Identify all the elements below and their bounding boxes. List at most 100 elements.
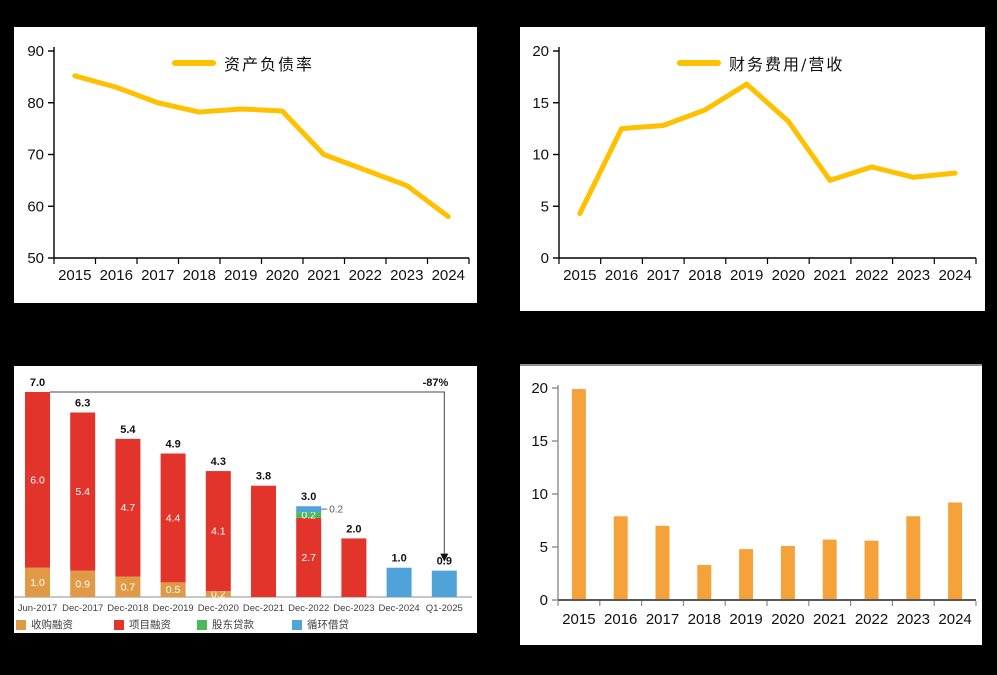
bar (697, 565, 712, 600)
dividend-bar-chart: 0 5 10 15 20 2015 2016 2017 2018 2019 2020 2021 2022… (531, 380, 977, 628)
x-tick-label: Dec-2019 (152, 603, 193, 614)
legend-label: 股东贷款 (212, 619, 254, 631)
bar (739, 549, 754, 600)
panel-financing-structure-chart: 1.0 6.0 7.0 Jun-2017 0.9 5.4 6.3 Dec-2017 0.7 4.7… (14, 366, 477, 633)
financing-structure-bar-chart: 1.0 6.0 7.0 Jun-2017 0.9 5.4 6.3 Dec-2017 0.7 4.7… (14, 377, 472, 614)
y-tick-label: 5 (541, 198, 549, 215)
x-tick-label: 2022 (349, 267, 382, 284)
total-label: 5.4 (120, 424, 136, 436)
x-tick-label: 2017 (141, 267, 174, 284)
financing-structure-legend: 收购融资 项目融资 股东贷款 循环借贷 (14, 617, 477, 633)
y-tick-label: 20 (531, 380, 548, 397)
bar (948, 502, 963, 600)
x-tick-label: 2024 (938, 611, 971, 628)
y-tick-label: 90 (27, 43, 44, 60)
x-tick-label: 2024 (938, 267, 971, 284)
bar-segment (70, 570, 96, 597)
x-tick-label: 2020 (771, 611, 804, 628)
outside-label: 0.2 (329, 505, 343, 516)
total-label: 3.8 (256, 471, 271, 483)
x-tick-label: 2018 (688, 611, 721, 628)
legend-item-revolving-credit: 循环借贷 (292, 617, 349, 632)
y-tick-label: 80 (27, 95, 44, 112)
y-tick-label: 0 (540, 592, 548, 609)
x-tick-label: 2019 (224, 267, 257, 284)
segment-label: 4.1 (211, 526, 226, 538)
segment-label: 4.7 (121, 502, 136, 514)
legend-item-acquisition-financing: 收购融资 (16, 617, 73, 632)
total-label: 4.3 (211, 456, 226, 468)
x-tick-label: Dec-2018 (107, 603, 148, 614)
x-tick-label: Dec-2017 (62, 603, 103, 614)
segment-label: 0.5 (166, 584, 181, 596)
legend-swatch (197, 619, 207, 630)
data-line (577, 81, 958, 216)
debt-ratio-line-chart: 50 60 70 80 90 2015 2016 2017 2018 2019 2020 2021 20… (27, 43, 470, 284)
x-tick-label: Dec-2023 (333, 603, 374, 614)
x-tick-label: 2016 (100, 267, 133, 284)
bar-segment (160, 453, 186, 583)
segment-label: 0.9 (75, 578, 90, 590)
legend-swatch (292, 619, 302, 630)
legend-finance-expense: 财务费用/营收 (677, 51, 844, 75)
legend-item-project-financing: 项目融资 (114, 617, 171, 632)
x-tick-label: 2023 (897, 611, 930, 628)
x-tick-label: 2022 (855, 611, 888, 628)
legend-swatch (114, 619, 124, 630)
x-tick-label: Dec-2022 (288, 603, 329, 614)
x-tick-label: 2019 (730, 267, 763, 284)
y-tick-label: 10 (532, 147, 549, 164)
total-label: 4.9 (165, 439, 180, 451)
bar (613, 516, 628, 600)
x-tick-label: 2017 (647, 267, 680, 284)
x-tick-label: 2021 (813, 267, 846, 284)
bar-segment (296, 512, 322, 518)
annotation-label: -87% (423, 377, 449, 389)
bar-segment (341, 538, 367, 597)
x-tick-label: Dec-2024 (378, 603, 419, 614)
bar-segment (25, 567, 50, 597)
x-tick-label: Jun-2017 (18, 603, 58, 614)
legend-label: 项目融资 (129, 619, 171, 631)
y-tick-label: 60 (27, 198, 44, 215)
panel-debt-ratio-chart: 资产负债率 50 60 70 80 90 2015 2016 2017 2018 2019 2020… (14, 27, 477, 303)
x-tick-label: 2020 (266, 267, 299, 284)
total-label: 1.0 (391, 553, 406, 565)
x-tick-label: Dec-2020 (198, 603, 239, 614)
y-tick-label: 15 (531, 433, 548, 450)
x-tick-label: 2016 (604, 611, 637, 628)
legend-debt-ratio: 资产负债率 (172, 51, 314, 75)
y-tick-label: 10 (531, 486, 548, 503)
x-tick-label: 2017 (646, 611, 679, 628)
baseline (14, 596, 472, 598)
bar (780, 545, 795, 600)
bar-segment (205, 591, 231, 597)
x-tick-label: 2015 (563, 267, 596, 284)
x-tick-label: 2019 (729, 611, 762, 628)
x-tick-label: 2021 (813, 611, 846, 628)
y-tick-label: 70 (27, 147, 44, 164)
bar-segment (115, 576, 141, 597)
data-line (72, 73, 451, 220)
annotation-line (50, 391, 445, 554)
panel-dividend-chart: 0 5 10 15 20 2015 2016 2017 2018 2019 2020 2021 2022… (520, 364, 982, 645)
bar-segment (115, 438, 141, 577)
x-tick-label: 2018 (688, 267, 721, 284)
bar-segment (205, 471, 231, 592)
x-tick-label: 2024 (432, 267, 465, 284)
bar (864, 540, 879, 600)
y-tick-label: 0 (541, 250, 549, 267)
total-label: 3.0 (301, 491, 316, 503)
bar-segment (296, 517, 322, 597)
legend-label: 财务费用/营收 (729, 55, 845, 74)
x-tick-label: 2023 (897, 267, 930, 284)
finance-expense-line-chart: 0 5 10 15 20 2015 2016 2017 2018 2019 2020 2021 2022… (532, 43, 977, 284)
bar-segment (251, 485, 276, 597)
legend-item-shareholder-loan: 股东贷款 (197, 617, 254, 632)
bar (906, 516, 921, 600)
x-tick-label: 2021 (307, 267, 340, 284)
bar (571, 389, 586, 600)
bar-segment (70, 412, 96, 571)
x-tick-label: 2023 (390, 267, 423, 284)
